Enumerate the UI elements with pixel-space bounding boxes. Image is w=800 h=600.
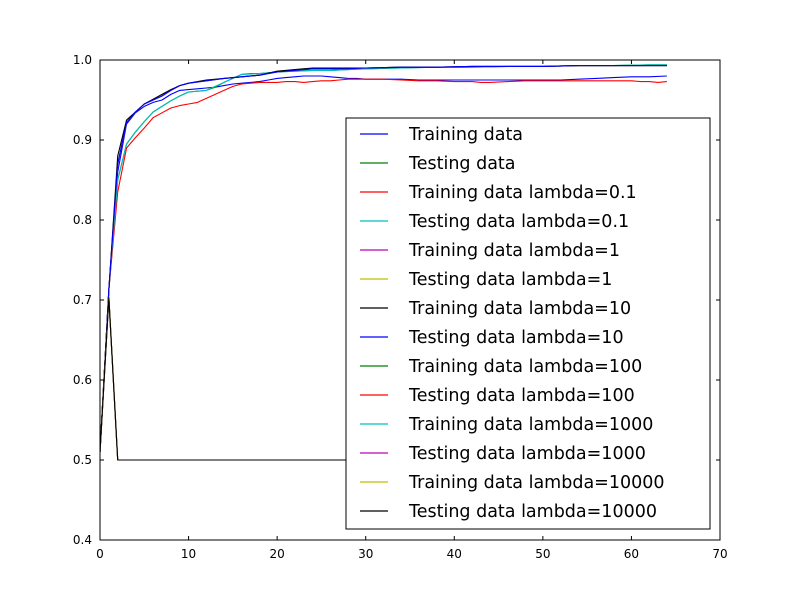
legend-label-2: Testing data [408, 154, 516, 174]
legend-label-11: Training data lambda=1000 [408, 415, 653, 435]
axis-layer: 0 10 20 30 40 50 60 70 0.4 0.5 0.6 0.7 0.8 0.9 1.0 [73, 53, 728, 561]
legend-label-4: Testing data lambda=0.1 [408, 212, 629, 232]
y-tick-label: 1.0 [73, 53, 92, 67]
legend: Training data Testing data Training data l… [345, 117, 711, 530]
series-line-3 [100, 78, 667, 453]
legend-label-1: Training data [408, 125, 523, 145]
series-line-8 [100, 65, 667, 453]
x-tick-label: 40 [447, 547, 462, 561]
legend-label-8: Testing data lambda=10 [408, 328, 624, 348]
x-tick-label: 70 [712, 547, 727, 561]
legend-label-9: Training data lambda=100 [408, 357, 642, 377]
x-tick-label: 10 [181, 547, 196, 561]
legend-label-14: Testing data lambda=10000 [408, 502, 657, 522]
x-tick-label: 50 [535, 547, 550, 561]
series-line-1 [100, 75, 667, 453]
y-tick-label: 0.6 [73, 373, 92, 387]
legend-label-3: Training data lambda=0.1 [408, 183, 637, 203]
legend-label-7: Training data lambda=10 [408, 299, 631, 319]
x-tick-label: 60 [624, 547, 639, 561]
legend-label-10: Testing data lambda=100 [408, 386, 635, 406]
x-tick-label: 0 [96, 547, 104, 561]
y-tick-label: 0.4 [73, 533, 92, 547]
y-tick-label: 0.9 [73, 133, 92, 147]
legend-label-12: Testing data lambda=1000 [408, 444, 646, 464]
legend-label-13: Training data lambda=10000 [408, 473, 665, 493]
x-tick-label: 30 [358, 547, 373, 561]
y-tick-label: 0.7 [73, 293, 92, 307]
y-tick-label: 0.8 [73, 213, 92, 227]
legend-box [345, 117, 711, 530]
legend-label-5: Training data lambda=1 [408, 241, 620, 261]
x-tick-label: 20 [270, 547, 285, 561]
y-tick-label: 0.5 [73, 453, 92, 467]
legend-label-6: Testing data lambda=1 [408, 270, 612, 290]
